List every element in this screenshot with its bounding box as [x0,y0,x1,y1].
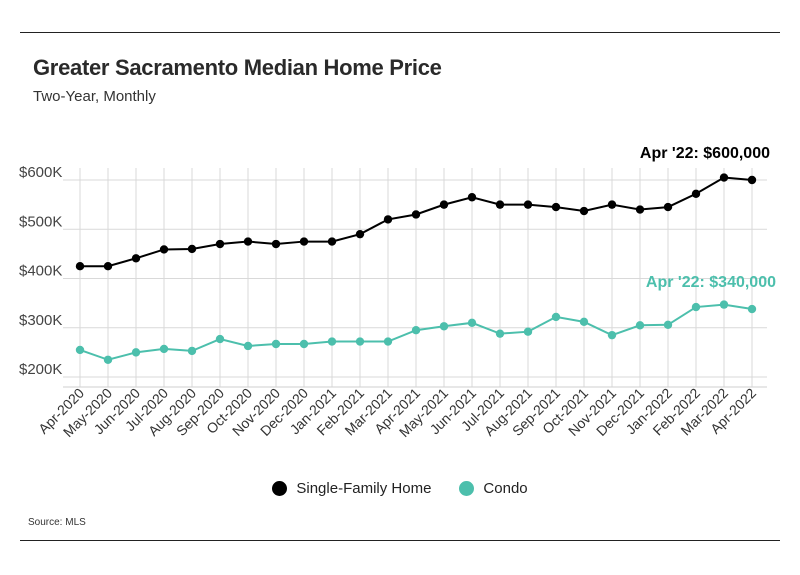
data-point [635,205,645,214]
legend-item-single-family: Single-Family Home [272,480,431,497]
data-point [747,304,757,314]
legend-label-single-family: Single-Family Home [296,480,432,497]
data-point [271,239,281,249]
data-point [355,229,365,239]
y-tick-label: $200K [19,361,62,378]
data-point [747,175,757,185]
y-axis-ticks: $200K $300K $400K $500K $600K [19,164,62,378]
data-point [635,321,645,330]
data-point [691,189,701,198]
data-point [131,254,141,263]
data-point [187,244,197,254]
legend: Single-Family Home Condo [0,480,800,497]
data-point [271,339,281,349]
data-point [411,210,421,219]
legend-swatch-condo [459,481,475,496]
data-point [299,339,309,349]
data-point [75,261,85,271]
data-point [355,337,365,346]
annotation-single-family: Apr '22: $600,000 [640,145,770,162]
data-point [495,200,505,209]
data-point [383,337,393,346]
data-point [159,344,169,354]
data-point [327,337,337,346]
data-point [719,300,729,309]
data-point [215,239,225,249]
y-tick-label: $400K [19,263,62,280]
data-point [467,318,477,328]
series-lines [75,173,757,364]
data-point [243,237,253,246]
bottom-rule [20,540,780,541]
series-condo [75,300,757,364]
data-point [579,206,589,216]
legend-label-condo: Condo [483,480,528,497]
data-point [551,202,561,212]
data-point [187,346,197,356]
annotation-condo: Apr '22: $340,000 [646,274,776,291]
data-point [103,261,113,271]
chart-subtitle: Two-Year, Monthly [33,88,156,105]
y-tick-label: $600K [19,164,62,181]
data-point [579,317,589,327]
data-point [159,245,169,254]
data-point [411,326,421,335]
data-point [439,322,449,331]
data-point [691,302,701,312]
data-point [439,200,449,209]
annotations: Apr '22: $600,000 Apr '22: $340,000 [640,145,776,291]
data-point [495,329,505,338]
legend-swatch-single-family [272,481,288,496]
y-tick-label: $500K [19,213,62,230]
data-point [215,334,225,344]
data-point [523,327,533,336]
legend-item-condo: Condo [459,480,528,497]
source-note: Source: MLS [28,517,86,528]
series-single-family [75,173,757,271]
data-point [719,173,729,182]
top-rule [20,32,780,33]
data-point [103,355,113,364]
data-point [75,345,85,355]
y-tick-label: $300K [19,312,62,329]
data-point [607,330,617,340]
x-axis-ticks: Apr-2020May-2020Jun-2020Jul-2020Aug-2020… [35,385,759,440]
data-point [299,237,309,246]
data-point [131,348,141,357]
data-point [551,312,561,322]
data-point [243,341,253,351]
data-point [523,200,533,209]
data-point [327,237,337,246]
grid [63,168,767,388]
data-point [607,200,617,209]
data-point [467,193,477,202]
chart-title: Greater Sacramento Median Home Price [33,55,442,80]
data-point [663,202,673,212]
data-point [663,320,673,329]
data-point [383,215,393,224]
